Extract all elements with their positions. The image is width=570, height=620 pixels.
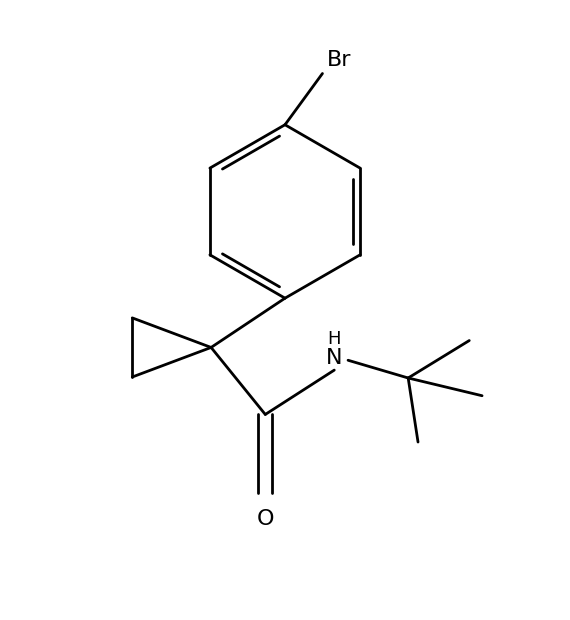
Text: O: O [256,509,274,529]
Text: N: N [326,348,343,368]
Text: Br: Br [327,50,351,69]
Text: H: H [328,330,341,348]
